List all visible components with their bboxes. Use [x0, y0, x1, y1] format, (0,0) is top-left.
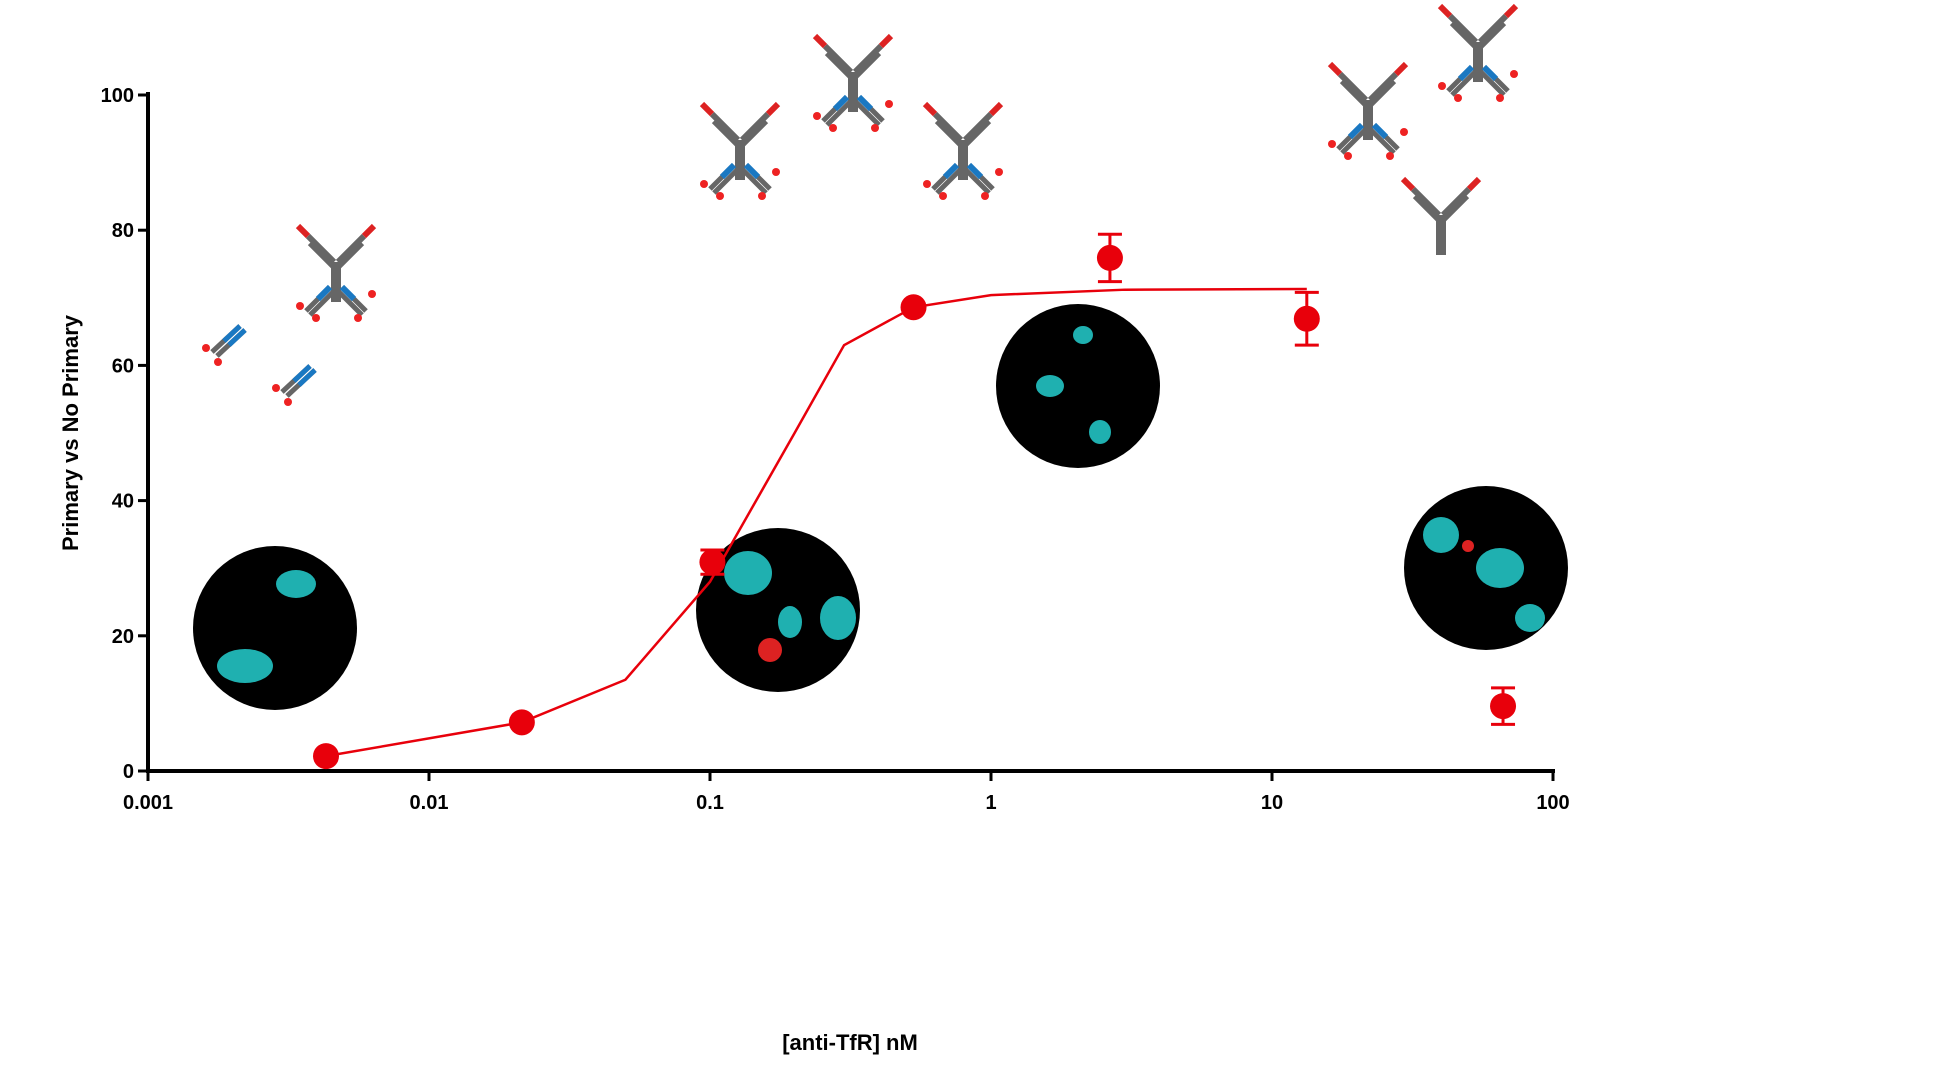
data-point — [1294, 306, 1320, 332]
x-tick-label: 10 — [1261, 792, 1283, 814]
y-tick-label: 60 — [112, 355, 134, 377]
x-tick-label: 100 — [1536, 792, 1569, 814]
antibody-icons — [202, 6, 1518, 406]
data-point — [509, 709, 535, 735]
data-point — [901, 294, 927, 320]
fit-curve — [326, 289, 1307, 756]
x-tick-label: 0.001 — [123, 792, 173, 814]
data-point — [1097, 245, 1123, 271]
data-point — [699, 549, 725, 575]
y-tick-label: 100 — [101, 85, 134, 107]
x-axis-label: [anti-TfR] nM — [782, 1030, 918, 1055]
x-tick-label: 0.1 — [696, 792, 724, 814]
microscopy-images — [193, 304, 1568, 710]
y-tick-label: 40 — [112, 491, 134, 513]
y-tick-label: 80 — [112, 220, 134, 242]
chart: [anti-TfR] nM Primary vs No Primary 0 20 4… — [0, 0, 1953, 1065]
data-point — [1490, 693, 1516, 719]
y-tick-label: 20 — [112, 626, 134, 648]
x-tick-label: 1 — [985, 792, 996, 814]
y-axis-label: Primary vs No Primary — [58, 314, 83, 551]
y-tick-label: 0 — [123, 761, 134, 783]
data-point — [313, 743, 339, 769]
x-tick-label: 0.01 — [410, 792, 449, 814]
